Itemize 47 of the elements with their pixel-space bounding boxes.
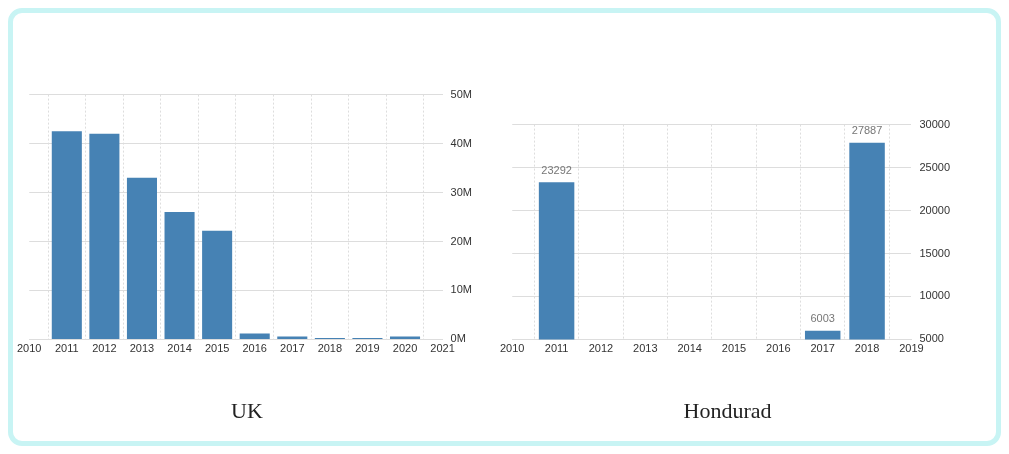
x-tick-label: 2011 [54,342,79,355]
x-tick-label: 2018 [854,342,880,355]
x-tick-label: 2019 [355,342,380,355]
text: UK [231,397,263,423]
x-tick-label: 2013 [633,342,658,355]
x-tick-label: 2017 [810,342,835,355]
bar [239,333,270,339]
text: Hondurad [683,397,772,423]
x-tick-label: 2015 [721,342,747,355]
x-tick-label: 2012 [92,342,117,355]
x-tick-label: 2010 [16,342,42,355]
data-label: 23292 [541,163,572,176]
y-tick-label: 25000 [919,160,951,173]
y-tick-label: 5000 [919,332,944,345]
bar [389,336,421,339]
x-tick-label: 2011 [544,342,569,355]
x-tick-label: 2018 [317,342,343,355]
x-tick-label: 2015 [204,342,230,355]
y-tick-label: 15000 [919,246,951,259]
x-tick-label: 2012 [588,342,614,355]
bar [202,230,233,339]
x-tick-label: 2014 [167,342,192,355]
bar [51,131,82,339]
data-label: 27887 [851,124,883,137]
x-tick-label: 2021 [430,342,455,355]
x-tick-label: 2016 [242,342,267,355]
y-tick-label: 0M [450,332,466,345]
data-label: 6003 [810,312,835,325]
x-tick-label: 2010 [499,342,525,355]
x-tick-label: 2014 [677,342,702,355]
bar [126,177,157,339]
x-tick-label: 2020 [392,342,418,355]
y-tick-label: 50M [450,87,473,100]
bar [277,336,308,339]
bar [164,212,195,339]
x-tick-label: 2016 [766,342,791,355]
y-tick-label: 30000 [919,117,951,130]
bar [89,133,120,339]
x-tick-label: 2013 [129,342,155,355]
y-tick-label: 10000 [919,289,951,302]
y-tick-label: 20000 [919,203,951,216]
y-tick-label: 40M [450,136,473,149]
x-tick-label: 2019 [899,342,924,355]
x-tick-label: 2017 [280,342,305,355]
y-tick-label: 20M [450,234,473,247]
y-tick-label: 30M [450,185,473,198]
y-tick-label: 10M [450,283,473,296]
